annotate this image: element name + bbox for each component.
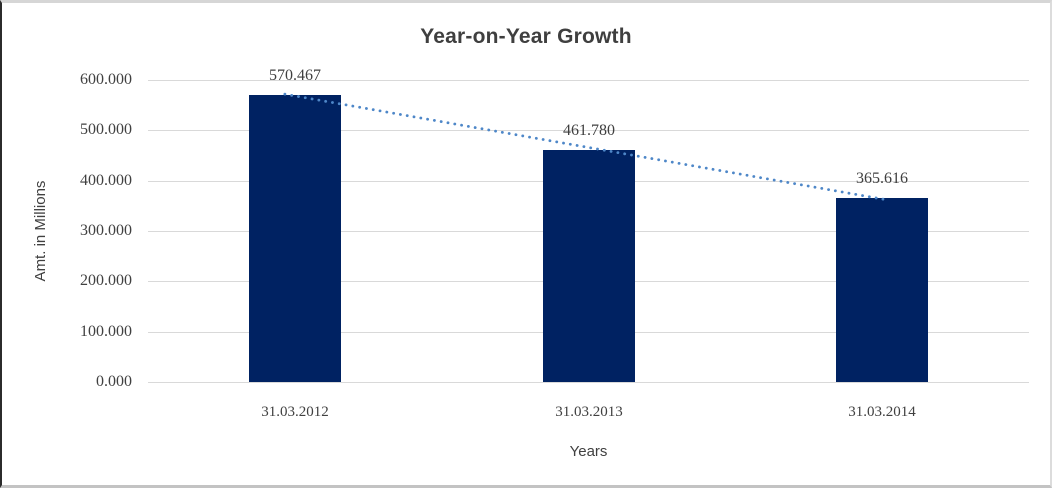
- y-tick-label: 0.000: [96, 373, 132, 390]
- bar-value-label: 461.780: [563, 122, 615, 139]
- trendline: [283, 92, 888, 202]
- x-tick-label: 31.03.2013: [555, 404, 623, 420]
- y-tick-label: 400.000: [80, 172, 132, 189]
- y-tick-label: 600.000: [80, 71, 132, 88]
- bar-value-label: 365.616: [856, 170, 908, 187]
- y-tick-label: 100.000: [80, 323, 132, 340]
- bar-31.03.2014: [836, 198, 928, 382]
- bar-31.03.2013: [543, 150, 635, 382]
- x-tick-labels: 31.03.2012 31.03.2013 31.03.2014: [148, 401, 1029, 423]
- bar-31.03.2012: [249, 95, 341, 382]
- x-tick-label: 31.03.2012: [261, 404, 329, 420]
- bar-value-label: 570.467: [269, 67, 321, 84]
- y-tick-labels: 600.000 500.000 400.000 300.000 200.000 100.0…: [2, 71, 148, 390]
- y-tick-label: 200.000: [80, 272, 132, 289]
- y-tick-label: 300.000: [80, 222, 132, 239]
- x-tick-label: 31.03.2014: [848, 404, 916, 420]
- plot-area: 570.467 461.780 365.616: [148, 67, 1029, 383]
- x-axis-title: Years: [569, 443, 608, 460]
- chart-title: Year-on-Year Growth: [420, 25, 632, 48]
- gridline: [148, 382, 1029, 383]
- y-tick-label: 500.000: [80, 121, 132, 138]
- gridline: [148, 80, 1029, 81]
- gridline: [148, 130, 1029, 131]
